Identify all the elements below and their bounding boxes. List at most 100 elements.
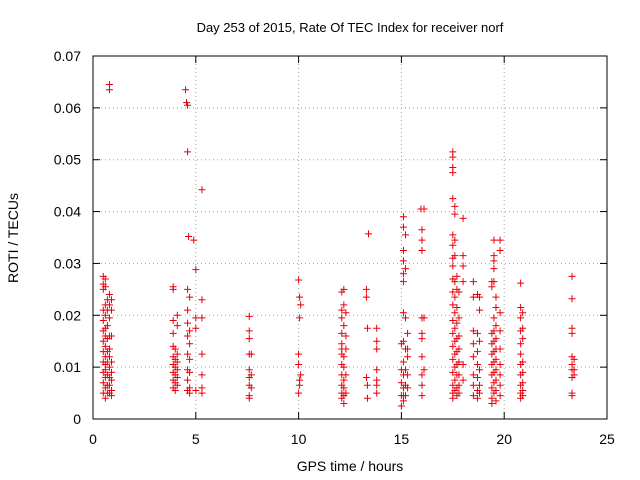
data-point <box>363 381 371 389</box>
data-point <box>297 371 305 379</box>
data-point <box>517 350 525 358</box>
y-tick-label: 0 <box>73 411 81 427</box>
data-point <box>373 345 381 353</box>
data-point <box>451 278 459 286</box>
data-point <box>451 210 459 218</box>
data-point <box>397 379 405 387</box>
data-point <box>449 368 457 376</box>
data-point <box>519 309 527 317</box>
data-point <box>399 337 407 345</box>
data-point <box>568 295 576 303</box>
data-point <box>459 262 467 270</box>
data-points <box>99 81 578 410</box>
data-point <box>101 283 109 291</box>
data-point <box>198 350 206 358</box>
data-point <box>517 279 525 287</box>
y-tick-label: 0.06 <box>54 100 81 116</box>
data-point <box>420 366 428 374</box>
data-point <box>469 293 477 301</box>
data-point <box>105 86 113 94</box>
data-point <box>362 285 370 293</box>
data-point <box>492 293 500 301</box>
data-point <box>476 337 484 345</box>
data-point <box>402 366 410 374</box>
data-point <box>490 265 498 273</box>
data-point <box>451 376 459 384</box>
data-point <box>517 340 525 348</box>
data-point <box>492 366 500 374</box>
data-point <box>402 231 410 239</box>
data-point <box>99 379 107 387</box>
data-point <box>342 309 350 317</box>
y-tick-label: 0.03 <box>54 255 81 271</box>
data-point <box>340 363 348 371</box>
data-point <box>105 301 113 309</box>
data-point <box>198 186 206 194</box>
data-point <box>490 278 498 286</box>
data-point <box>198 371 206 379</box>
data-point <box>496 246 504 254</box>
data-point <box>476 389 484 397</box>
data-point <box>198 389 206 397</box>
data-point <box>473 348 481 356</box>
data-point <box>362 293 370 301</box>
data-point <box>455 332 463 340</box>
data-point <box>490 236 498 244</box>
data-point <box>186 293 194 301</box>
data-point <box>399 309 407 317</box>
data-point <box>449 169 457 177</box>
data-point <box>245 312 253 320</box>
data-point <box>476 293 484 301</box>
data-point <box>455 381 463 389</box>
data-point <box>169 285 177 293</box>
data-point <box>519 368 527 376</box>
data-point <box>186 327 194 335</box>
data-point <box>449 342 457 350</box>
data-point <box>459 252 467 260</box>
data-point <box>449 262 457 270</box>
data-point <box>171 386 179 394</box>
data-point <box>169 316 177 324</box>
data-point <box>192 386 200 394</box>
x-tick-label: 0 <box>89 431 97 447</box>
data-point <box>404 371 412 379</box>
data-point <box>449 288 457 296</box>
data-point <box>365 230 373 238</box>
data-point <box>399 358 407 366</box>
data-point <box>469 353 477 361</box>
data-point <box>173 374 181 382</box>
data-point <box>570 355 578 363</box>
data-point <box>173 322 181 330</box>
x-tick-label: 5 <box>192 431 200 447</box>
data-point <box>247 371 255 379</box>
data-point <box>473 361 481 369</box>
data-point <box>399 257 407 265</box>
x-axis-ticks: 0 5 10 15 20 25 <box>89 56 615 447</box>
data-point <box>185 232 193 240</box>
data-point <box>101 394 109 402</box>
data-point <box>519 324 527 332</box>
data-point <box>105 381 113 389</box>
x-tick-label: 20 <box>496 431 512 447</box>
data-point <box>247 384 255 392</box>
data-point <box>455 358 463 366</box>
data-point <box>342 389 350 397</box>
data-point <box>451 324 459 332</box>
data-point <box>418 381 426 389</box>
data-point <box>449 355 457 363</box>
data-point <box>519 379 527 387</box>
plot-frame <box>92 55 608 420</box>
data-point <box>108 376 116 384</box>
data-point <box>418 246 426 254</box>
x-axis-title: GPS time / hours <box>297 458 404 474</box>
data-point <box>340 399 348 407</box>
data-point <box>373 366 381 374</box>
data-point <box>418 236 426 244</box>
data-point <box>296 293 304 301</box>
data-point <box>338 314 346 322</box>
grid-lines <box>93 56 607 419</box>
data-point <box>496 236 504 244</box>
data-point <box>469 381 477 389</box>
data-point <box>101 311 109 319</box>
